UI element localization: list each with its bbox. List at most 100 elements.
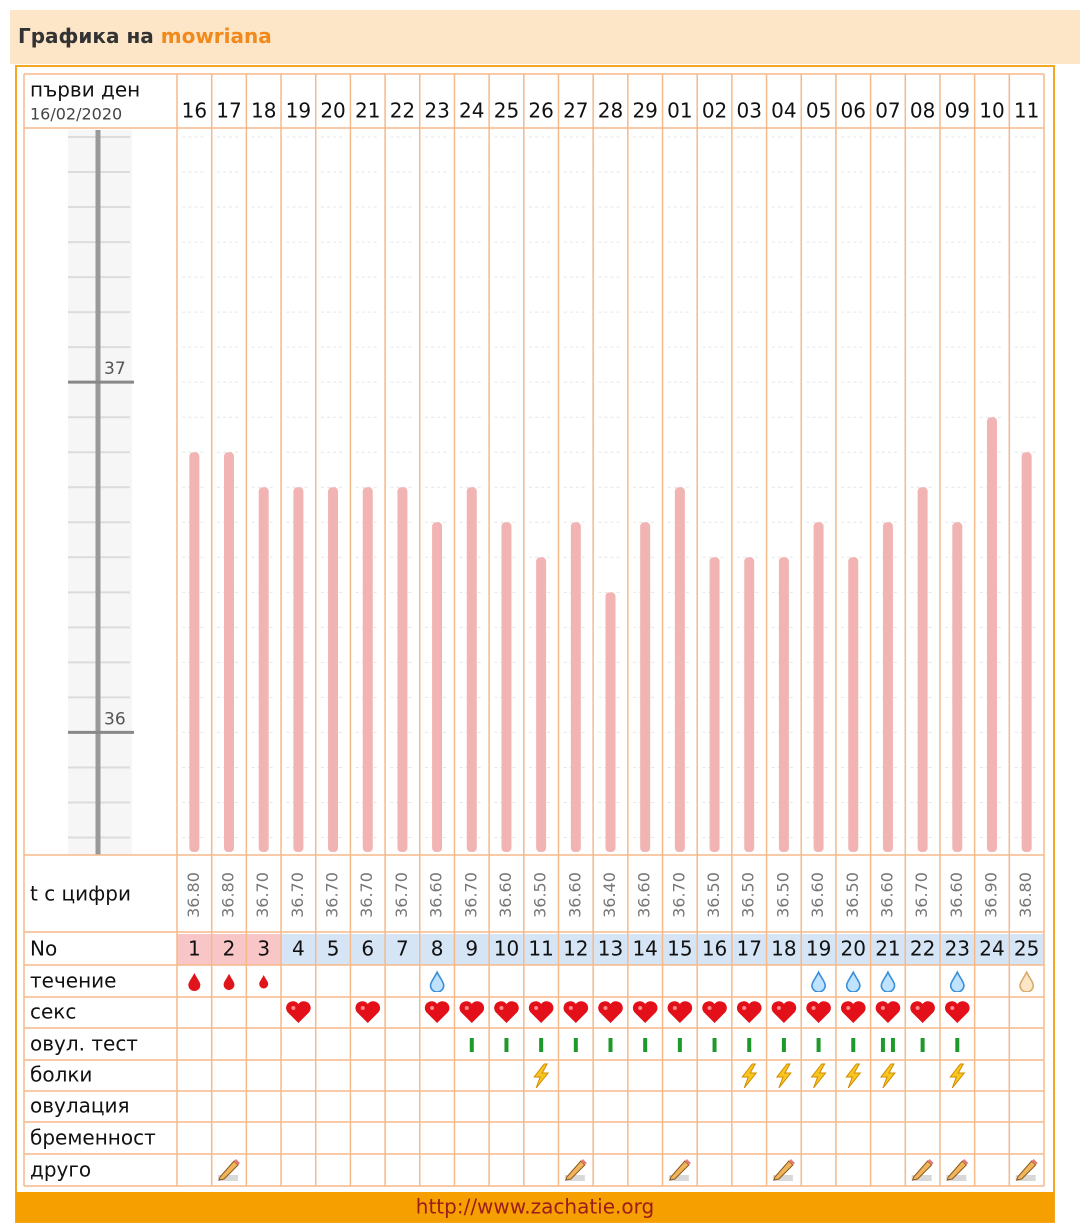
temp-label: 36.80 — [219, 872, 238, 918]
flow-icon — [811, 971, 827, 992]
sex-icon — [598, 1001, 623, 1023]
flow-icon — [1019, 971, 1035, 992]
temp-label: 36.60 — [877, 872, 896, 918]
footer-bar — [16, 1192, 1054, 1222]
day-number: 9 — [465, 937, 478, 961]
row-label: течение — [30, 969, 116, 993]
test-icon — [539, 1038, 544, 1052]
test-icon — [781, 1038, 786, 1052]
bar — [501, 522, 512, 852]
test-icon — [816, 1038, 821, 1052]
temp-label: 36.70 — [253, 872, 272, 918]
sex-icon — [702, 1001, 727, 1023]
temp-label: 36.50 — [843, 872, 862, 918]
day-label: 24 — [459, 99, 484, 123]
temp-label: 36.70 — [912, 872, 931, 918]
row-label: секс — [30, 1000, 76, 1024]
day-label: 18 — [251, 99, 276, 123]
number-cell — [662, 934, 698, 965]
bar — [778, 557, 789, 852]
pain-icon — [776, 1063, 792, 1089]
day-number: 25 — [1014, 937, 1039, 961]
pain-icon — [880, 1063, 896, 1089]
day-number: 17 — [736, 937, 761, 961]
day-label: 08 — [910, 99, 935, 123]
note-icon — [911, 1158, 935, 1182]
temp-label: 36.70 — [392, 872, 411, 918]
number-cell — [523, 934, 559, 965]
number-cell — [454, 934, 490, 965]
bar — [813, 522, 824, 852]
day-label: 23 — [424, 99, 449, 123]
test-icon — [504, 1038, 509, 1052]
test-icon — [747, 1038, 752, 1052]
bar — [882, 522, 893, 852]
temp-label: 36.50 — [739, 872, 758, 918]
day-label: 22 — [390, 99, 415, 123]
row-label: t с цифри — [30, 882, 131, 906]
number-cell — [905, 934, 940, 965]
number-cell — [697, 934, 732, 965]
temp-label: 36.80 — [1016, 872, 1035, 918]
sex-icon — [806, 1001, 831, 1023]
day-number: 20 — [841, 937, 866, 961]
day-label: 09 — [945, 99, 970, 123]
bar — [328, 487, 339, 852]
row-label: бременност — [30, 1126, 156, 1150]
row-label: болки — [30, 1063, 92, 1087]
day-number: 24 — [979, 937, 1004, 961]
bar — [397, 487, 408, 852]
day-number: 14 — [632, 937, 657, 961]
day-number: 7 — [396, 937, 409, 961]
test-icon — [712, 1038, 717, 1052]
day-number: 21 — [875, 937, 900, 961]
day-label: 20 — [320, 99, 345, 123]
temp-label: 36.60 — [565, 872, 584, 918]
note-icon — [217, 1158, 241, 1182]
row-label: No — [30, 937, 57, 961]
number-cell — [281, 934, 316, 965]
flow-icon — [188, 973, 201, 991]
bar — [848, 557, 859, 852]
temp-label: 36.40 — [600, 872, 619, 918]
flow-icon — [880, 971, 896, 992]
header-bar — [10, 10, 1080, 64]
test-icon — [677, 1038, 682, 1052]
sex-icon — [424, 1001, 450, 1023]
day-label: 10 — [979, 99, 1004, 123]
temp-label: 36.50 — [531, 872, 550, 918]
temp-label: 36.60 — [635, 872, 654, 918]
temp-label: 36.60 — [427, 872, 446, 918]
user-name[interactable]: mowriana — [161, 24, 272, 48]
sex-icon — [840, 1001, 866, 1023]
sex-icon — [875, 1001, 901, 1023]
day-label: 25 — [494, 99, 519, 123]
sex-icon — [528, 1001, 554, 1023]
footer-link[interactable]: http://www.zachatie.org — [416, 1195, 654, 1219]
test-icon — [880, 1038, 895, 1052]
test-icon — [920, 1038, 925, 1052]
bar — [293, 487, 304, 852]
number-cell — [1009, 934, 1044, 965]
day-number: 3 — [257, 937, 270, 961]
sex-icon — [945, 1001, 970, 1023]
sex-icon — [771, 1001, 797, 1023]
day-label: 19 — [286, 99, 311, 123]
bar — [952, 522, 963, 852]
number-cell — [246, 934, 282, 965]
number-cell — [731, 934, 767, 965]
bar — [362, 487, 373, 852]
day-label: 26 — [528, 99, 553, 123]
pain-icon — [949, 1063, 965, 1089]
day-label: 17 — [216, 99, 241, 123]
bar — [986, 417, 997, 852]
temp-label: 36.50 — [704, 872, 723, 918]
sex-icon — [494, 1001, 519, 1023]
test-icon — [643, 1038, 648, 1052]
number-cell — [315, 934, 351, 965]
bar — [570, 522, 581, 852]
number-cell — [177, 934, 212, 965]
day-label: 02 — [702, 99, 727, 123]
